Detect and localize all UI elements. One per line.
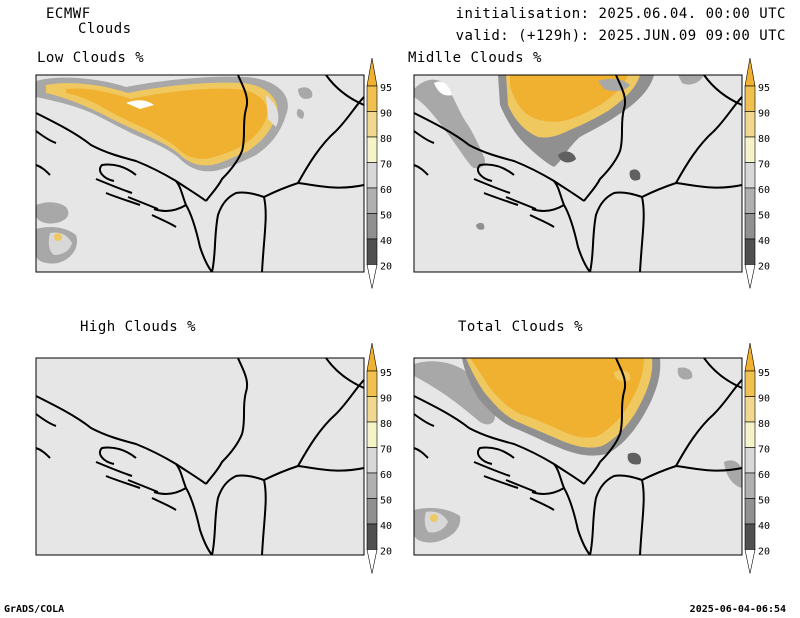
- colorbar-bottom-arrow: [366, 264, 378, 289]
- colorbar-tick-label: 70: [758, 445, 770, 456]
- colorbar-tick-label: 40: [758, 521, 770, 532]
- colorbar-tick-label: 60: [758, 185, 770, 196]
- colorbar-tick-label: 80: [758, 134, 770, 145]
- colorbar-tick-label: 90: [758, 394, 770, 405]
- colorbar-segment: [366, 238, 378, 265]
- colorbar-segment: [744, 213, 756, 240]
- colorbar-tick-label: 95: [758, 83, 770, 94]
- colorbar-tick-label: 95: [758, 368, 770, 379]
- colorbar-tick-label: 40: [380, 521, 392, 532]
- valid-time: valid: (+129h): 2025.JUN.09 09:00 UTC: [455, 28, 786, 44]
- colorbar-bottom-arrow: [744, 264, 756, 289]
- colorbar-bottom-arrow: [744, 549, 756, 574]
- panel-title-high: High Clouds %: [80, 319, 197, 335]
- colorbar-tick-label: 80: [380, 134, 392, 145]
- panel-title-mid: Midlle Clouds %: [408, 50, 542, 66]
- colorbar-bottom-arrow: [366, 549, 378, 574]
- colorbar-segment: [744, 238, 756, 265]
- colorbar-top-arrow: [366, 57, 378, 87]
- product-name: Clouds: [78, 21, 132, 37]
- colorbar-top-arrow: [366, 342, 378, 372]
- colorbar-segment: [366, 447, 378, 474]
- colorbar-tick-label: 80: [758, 419, 770, 430]
- colorbar-segment: [366, 111, 378, 138]
- colorbar-tick-label: 95: [380, 368, 392, 379]
- colorbar-tick-label: 80: [380, 419, 392, 430]
- colorbar-segment: [744, 421, 756, 448]
- colorbar-tick-label: 50: [380, 211, 392, 222]
- colorbar-segment: [744, 162, 756, 189]
- colorbar-segment: [366, 421, 378, 448]
- colorbar-segment: [366, 85, 378, 112]
- panel-title-total: Total Clouds %: [458, 319, 584, 335]
- colorbar-tick-label: 90: [380, 394, 392, 405]
- model-name: ECMWF: [46, 6, 91, 22]
- colorbar-tick-label: 95: [380, 83, 392, 94]
- colorbar-segment: [366, 187, 378, 214]
- colorbar-tick-label: 50: [758, 211, 770, 222]
- colorbar-tick-label: 40: [758, 236, 770, 247]
- colorbar-segment: [366, 472, 378, 499]
- colorbar-tick-label: 20: [758, 547, 770, 558]
- colorbar-segment: [366, 136, 378, 163]
- colorbar-segment: [744, 447, 756, 474]
- colorbar-segment: [366, 523, 378, 550]
- colorbar-tick-label: 60: [380, 470, 392, 481]
- colorbar-tick-label: 70: [380, 160, 392, 171]
- colorbar-segment: [366, 498, 378, 525]
- footer-timestamp: 2025-06-04-06:54: [689, 604, 786, 615]
- colorbar-tick-label: 90: [758, 109, 770, 120]
- colorbar-tick-label: 60: [758, 470, 770, 481]
- colorbar-segment: [366, 162, 378, 189]
- colorbar-segment: [744, 111, 756, 138]
- panel-low: [35, 74, 365, 273]
- panel-mid: [413, 74, 743, 273]
- colorbar-tick-label: 50: [758, 496, 770, 507]
- colorbar-tick-label: 90: [380, 109, 392, 120]
- colorbar-tick-label: 50: [380, 496, 392, 507]
- colorbar-tick-label: 40: [380, 236, 392, 247]
- footer-software: GrADS/COLA: [4, 604, 65, 615]
- panel-title-low: Low Clouds %: [37, 50, 145, 66]
- map-background: [36, 358, 364, 555]
- colorbar-segment: [366, 213, 378, 240]
- colorbar-tick-label: 20: [758, 262, 770, 273]
- colorbar-segment: [744, 523, 756, 550]
- colorbar-segment: [744, 187, 756, 214]
- colorbar-tick-label: 70: [758, 160, 770, 171]
- colorbar-segment: [366, 370, 378, 397]
- colorbar-segment: [744, 472, 756, 499]
- init-time: initialisation: 2025.06.04. 00:00 UTC: [455, 6, 786, 22]
- colorbar-segment: [744, 370, 756, 397]
- colorbar-tick-label: 60: [380, 185, 392, 196]
- colorbar-tick-label: 20: [380, 547, 392, 558]
- colorbar-segment: [744, 85, 756, 112]
- colorbar-segment: [366, 396, 378, 423]
- colorbar-segment: [744, 396, 756, 423]
- colorbar-tick-label: 20: [380, 262, 392, 273]
- colorbar-top-arrow: [744, 57, 756, 87]
- colorbar-segment: [744, 136, 756, 163]
- colorbar-tick-label: 70: [380, 445, 392, 456]
- colorbar-top-arrow: [744, 342, 756, 372]
- panel-high: [35, 357, 365, 556]
- panel-total: [413, 357, 743, 556]
- colorbar-segment: [744, 498, 756, 525]
